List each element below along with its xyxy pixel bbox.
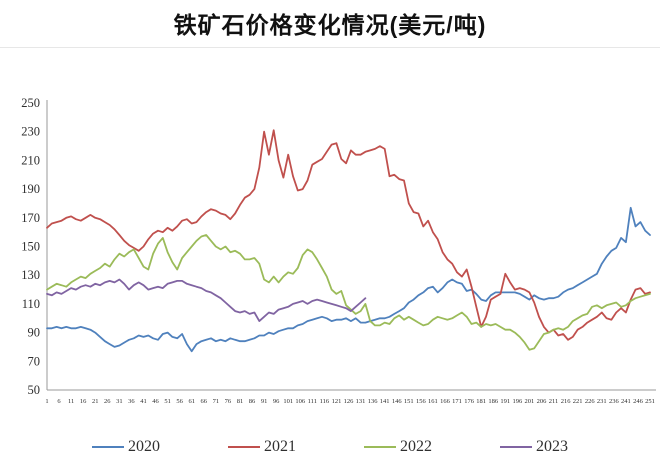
x-tick-label: 1 [45,398,48,405]
x-tick-label: 56 [176,398,183,405]
x-tick-label: 36 [128,398,135,405]
x-tick-label: 211 [549,398,559,405]
x-tick-label: 151 [404,398,414,405]
x-tick-label: 111 [308,398,317,405]
y-tick-label: 210 [21,153,40,167]
y-tick-label: 50 [28,383,41,397]
x-tick-label: 206 [537,398,548,405]
y-tick-label: 90 [28,326,41,340]
x-tick-label: 81 [237,398,244,405]
x-tick-label: 216 [561,398,572,405]
y-tick-label: 130 [21,268,40,282]
legend-item-2022: 2022 [364,438,432,456]
y-tick-label: 70 [28,354,41,368]
legend-item-2023: 2023 [500,438,568,456]
x-tick-label: 61 [188,398,195,405]
x-tick-label: 86 [249,398,256,405]
legend-label: 2020 [128,438,160,455]
x-tick-label: 6 [57,398,61,405]
x-tick-label: 71 [213,398,220,405]
x-tick-label: 191 [500,398,510,405]
x-tick-label: 46 [152,398,159,405]
legend-item-2021: 2021 [228,438,296,456]
legend-item-2020: 2020 [92,438,160,456]
x-tick-label: 126 [344,398,355,405]
legend-line-swatch [92,446,124,448]
x-tick-label: 131 [356,398,366,405]
x-tick-label: 141 [380,398,390,405]
x-tick-label: 226 [585,398,596,405]
x-tick-label: 31 [116,398,123,405]
x-tick-label: 146 [392,398,403,405]
y-tick-label: 170 [21,211,40,225]
x-tick-label: 181 [476,398,486,405]
chart-title: 铁矿石价格变化情况(美元/吨) [173,12,487,38]
x-tick-label: 96 [273,398,280,405]
y-tick-label: 230 [21,125,40,139]
x-tick-label: 41 [140,398,147,405]
x-tick-label: 16 [80,398,87,405]
x-tick-label: 26 [104,398,111,405]
x-tick-label: 221 [573,398,583,405]
x-tick-label: 201 [525,398,535,405]
x-tick-label: 121 [332,398,342,405]
series-line-2023 [46,278,367,323]
x-tick-label: 246 [633,398,644,405]
x-tick-label: 236 [609,398,620,405]
y-tick-label: 250 [21,96,40,110]
divider-line [0,47,660,48]
x-tick-label: 116 [320,398,330,405]
x-tick-label: 176 [464,398,475,405]
x-tick-label: 21 [92,398,99,405]
legend-label: 2021 [264,438,296,455]
x-tick-label: 196 [512,398,523,405]
x-tick-label: 166 [440,398,451,405]
legend-label: 2023 [536,438,568,455]
legend-line-swatch [228,446,260,448]
y-tick-label: 190 [21,182,40,196]
x-tick-label: 106 [295,398,306,405]
legend: 2020 2021 2022 2023 [0,438,660,456]
x-tick-label: 156 [416,398,427,405]
x-tick-label: 101 [283,398,293,405]
x-tick-label: 11 [68,398,74,405]
x-tick-label: 186 [488,398,499,405]
legend-label: 2022 [400,438,432,455]
x-tick-label: 66 [201,398,208,405]
x-tick-label: 171 [452,398,462,405]
y-tick-label: 150 [21,240,40,254]
x-tick-label: 136 [368,398,379,405]
x-tick-label: 91 [261,398,268,405]
series-line-2022 [46,234,651,351]
legend-line-swatch [500,446,532,448]
x-tick-label: 51 [164,398,171,405]
x-tick-label: 231 [597,398,607,405]
y-tick-label: 110 [22,297,40,311]
x-tick-label: 241 [621,398,631,405]
x-tick-label: 76 [225,398,232,405]
series-line-2020 [46,206,651,353]
x-tick-label: 161 [428,398,438,405]
legend-line-swatch [364,446,396,448]
x-tick-label: 251 [645,398,655,405]
